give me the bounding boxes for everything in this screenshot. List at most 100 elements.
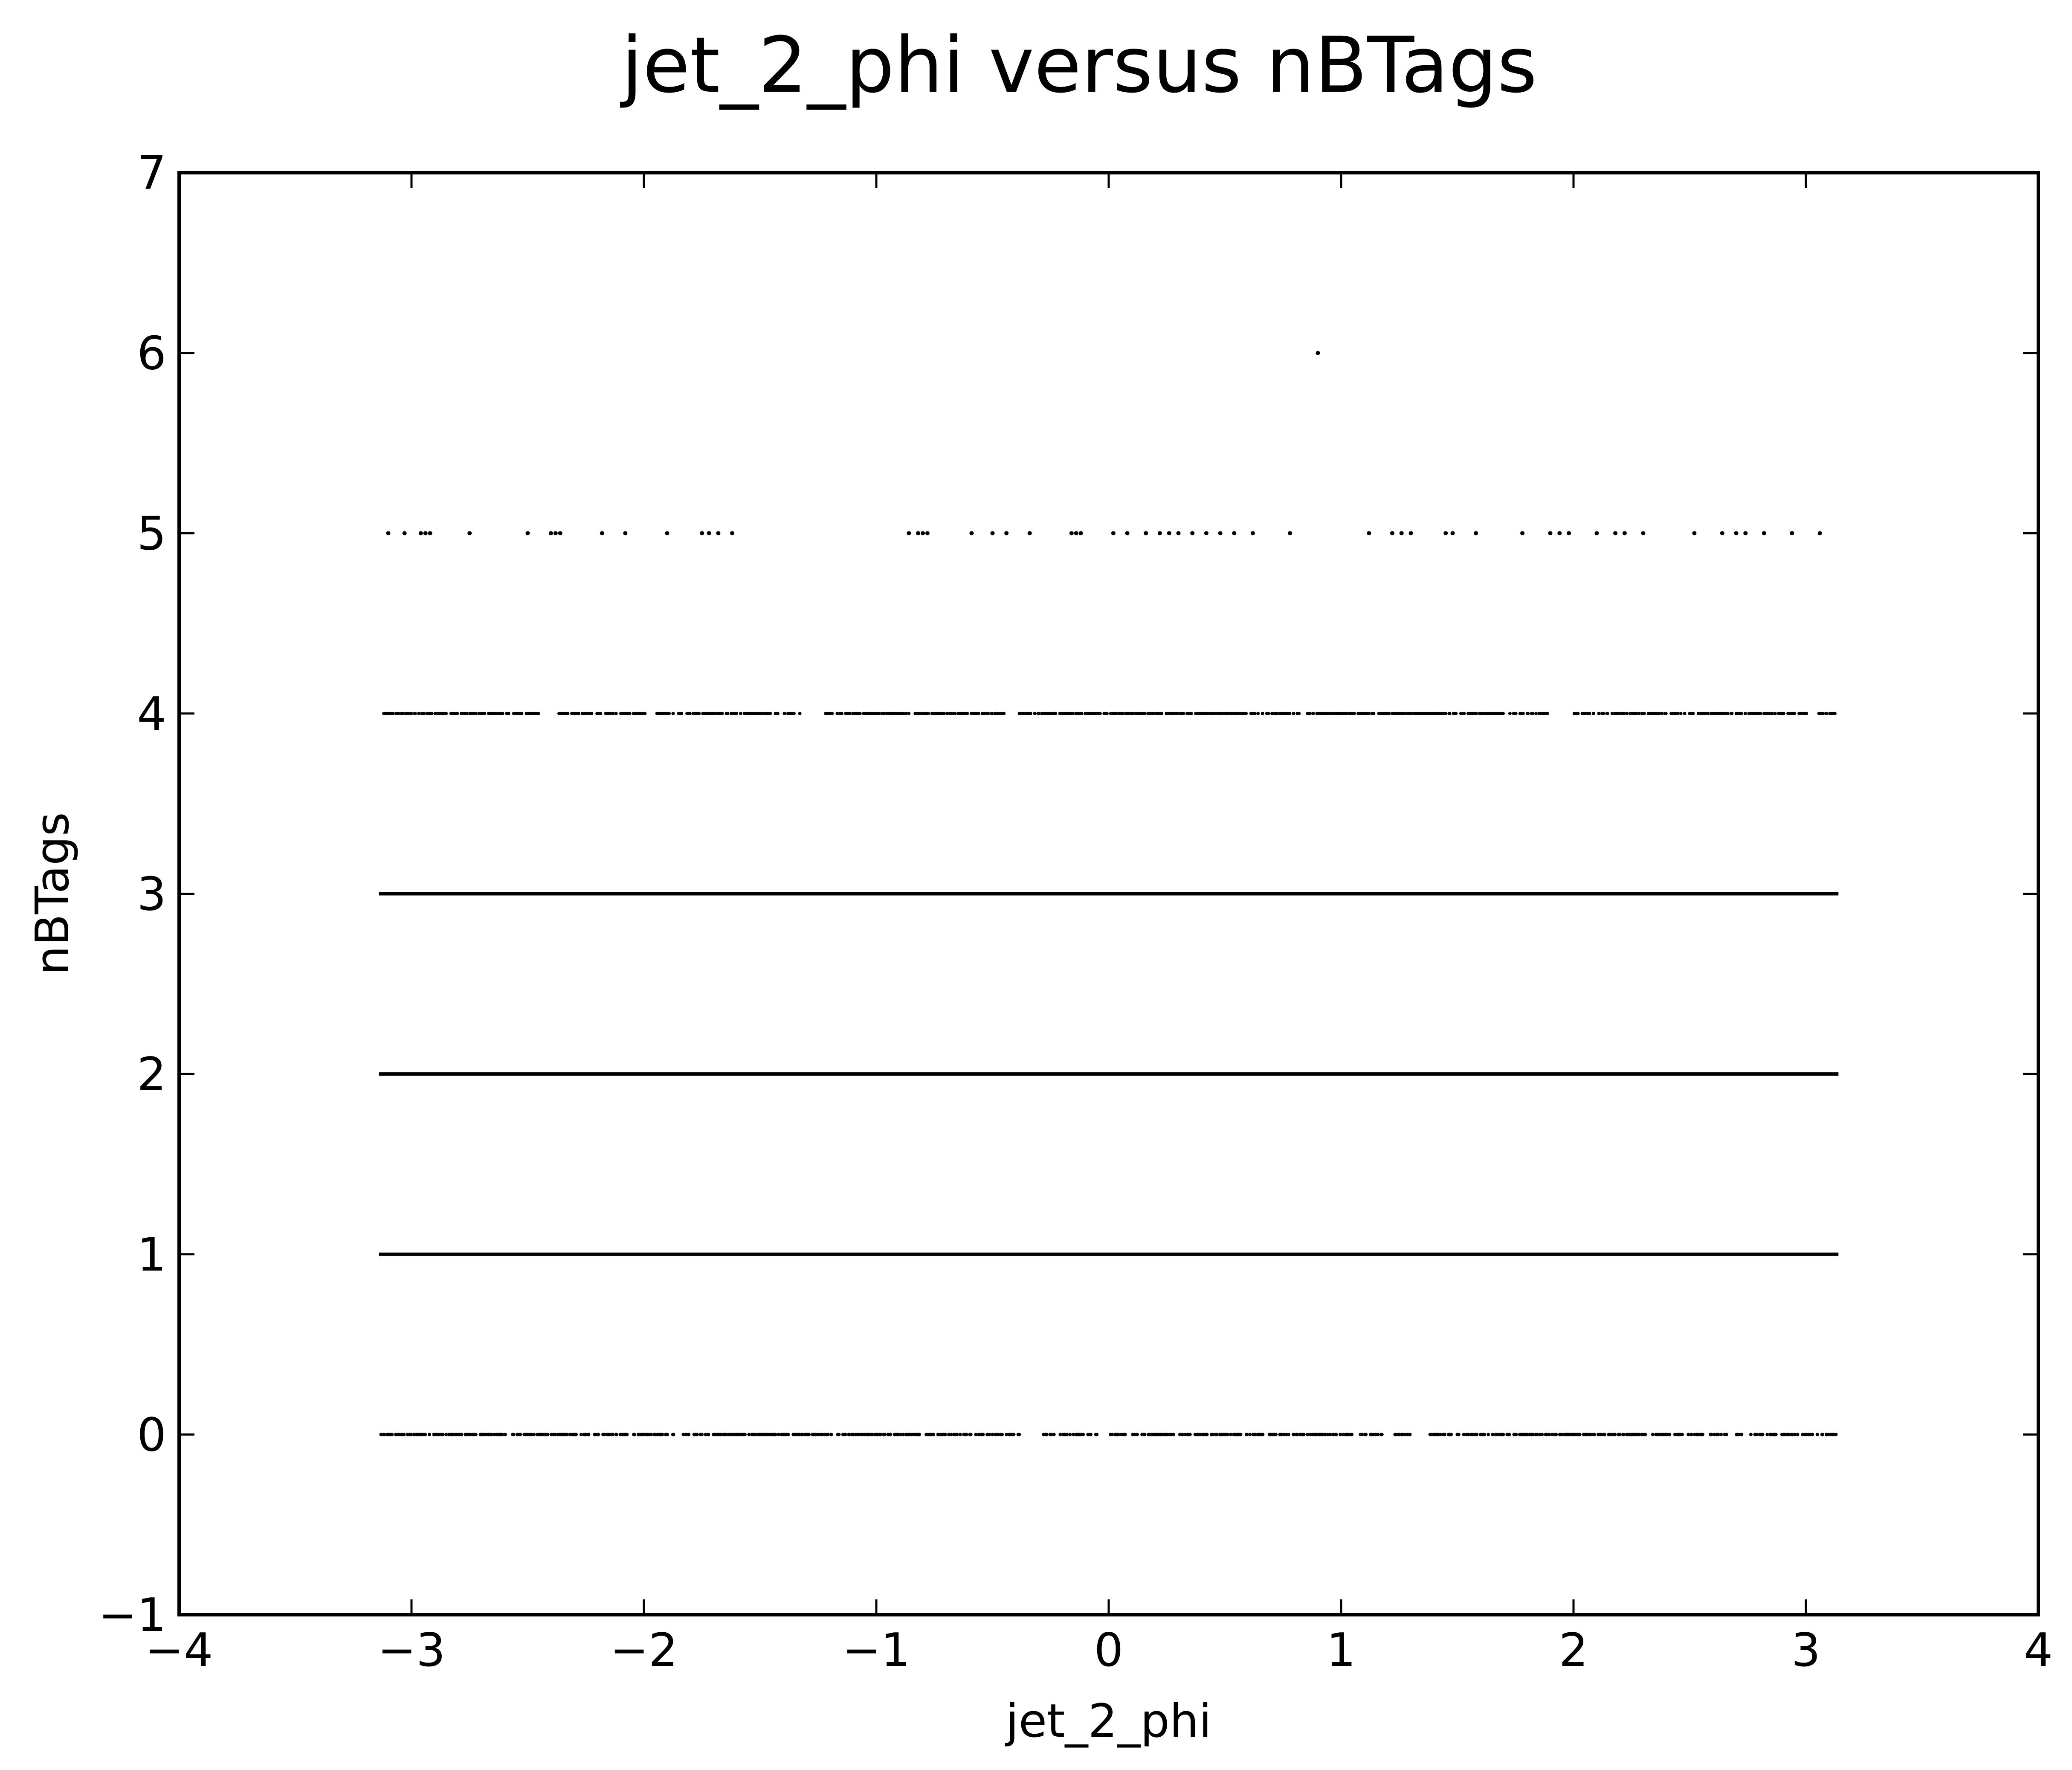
data-point: [1450, 531, 1455, 536]
data-point: [1394, 1433, 1398, 1436]
data-point: [383, 1433, 386, 1436]
data-point: [981, 1433, 985, 1436]
data-point: [1239, 1433, 1243, 1436]
data-point: [1643, 1433, 1647, 1436]
data-point: [1266, 711, 1270, 715]
data-point: [858, 711, 862, 715]
data-point: [1339, 1433, 1342, 1436]
data-point: [1664, 711, 1668, 715]
data-point: [490, 1433, 493, 1436]
data-point: [782, 711, 786, 715]
data-point: [1739, 711, 1743, 715]
data-point: [474, 1433, 478, 1436]
data-point: [990, 531, 995, 536]
data-point: [1770, 711, 1774, 715]
data-point: [1448, 711, 1452, 715]
data-point: [1737, 1433, 1741, 1436]
data-point: [1783, 1433, 1787, 1436]
data-point: [599, 711, 603, 715]
data-point: [737, 1433, 741, 1436]
data-point: [843, 1433, 847, 1436]
data-point: [1211, 1433, 1215, 1436]
data-point: [963, 711, 967, 715]
data-point: [667, 711, 671, 715]
data-point: [1029, 711, 1032, 715]
data-point: [680, 711, 684, 715]
data-point: [1045, 1433, 1049, 1436]
data-point: [468, 1433, 472, 1436]
x-tick-label: 3: [1791, 1624, 1821, 1677]
data-point: [1701, 1433, 1704, 1436]
data-point: [716, 531, 721, 536]
data-point: [1834, 1433, 1838, 1436]
data-point: [1508, 711, 1512, 715]
data-point: [1408, 1433, 1412, 1436]
data-point: [565, 1433, 569, 1436]
data-point: [1762, 531, 1766, 536]
data-point: [441, 1433, 445, 1436]
data-point: [549, 531, 553, 536]
data-point: [1545, 711, 1549, 715]
data-point: [1637, 711, 1641, 715]
data-point: [1095, 1433, 1099, 1436]
data-point: [918, 711, 922, 715]
data-point: [1261, 1433, 1265, 1436]
data-point: [397, 711, 400, 715]
data-point: [994, 1433, 997, 1436]
data-point: [969, 1433, 973, 1436]
data-point: [1074, 531, 1078, 536]
data-point: [503, 1433, 507, 1436]
data-point: [1111, 531, 1116, 536]
data-point: [768, 711, 772, 715]
y-tick-label: 2: [137, 1048, 166, 1101]
data-point: [1424, 711, 1428, 715]
data-point: [1474, 531, 1478, 536]
data-point: [969, 711, 973, 715]
data-point: [724, 1433, 727, 1436]
data-point: [1826, 1433, 1830, 1436]
data-point: [1049, 1433, 1053, 1436]
data-point: [658, 711, 662, 715]
data-point: [1282, 1433, 1286, 1436]
data-point: [1720, 531, 1724, 536]
data-point: [1323, 1433, 1327, 1436]
data-point: [1622, 531, 1627, 536]
data-point: [720, 711, 724, 715]
data-point: [1782, 711, 1785, 715]
data-point: [1554, 1433, 1558, 1436]
data-point: [1390, 531, 1394, 536]
data-point: [483, 711, 487, 715]
data-point: [1288, 531, 1292, 536]
data-point: [1495, 1433, 1499, 1436]
data-point: [847, 1433, 851, 1436]
data-point: [1660, 711, 1664, 715]
data-point: [596, 711, 600, 715]
data-point: [444, 1433, 448, 1436]
data-point: [1630, 711, 1634, 715]
data-point: [1622, 1433, 1626, 1436]
data-point: [423, 531, 428, 536]
data-point: [1167, 531, 1171, 536]
data-point: [1316, 351, 1320, 355]
data-point: [1576, 711, 1580, 715]
data-point: [519, 1433, 522, 1436]
data-point: [1723, 711, 1727, 715]
data-point: [507, 711, 510, 715]
data-point: [586, 711, 590, 715]
data-point: [949, 1433, 953, 1436]
y-axis-label: nBTags: [26, 812, 79, 975]
data-point: [1531, 1433, 1535, 1436]
data-point: [1159, 711, 1163, 715]
data-point: [516, 711, 520, 715]
data-point: [665, 531, 669, 536]
data-point: [901, 1433, 905, 1436]
y-tick-label: 1: [137, 1228, 166, 1282]
data-point: [886, 711, 890, 715]
data-point: [532, 1433, 536, 1436]
data-point: [1253, 711, 1257, 715]
data-point: [1805, 711, 1808, 715]
data-point: [609, 711, 612, 715]
data-point: [611, 1433, 614, 1436]
data-point: [1730, 711, 1734, 715]
data-points: [379, 351, 1839, 1436]
